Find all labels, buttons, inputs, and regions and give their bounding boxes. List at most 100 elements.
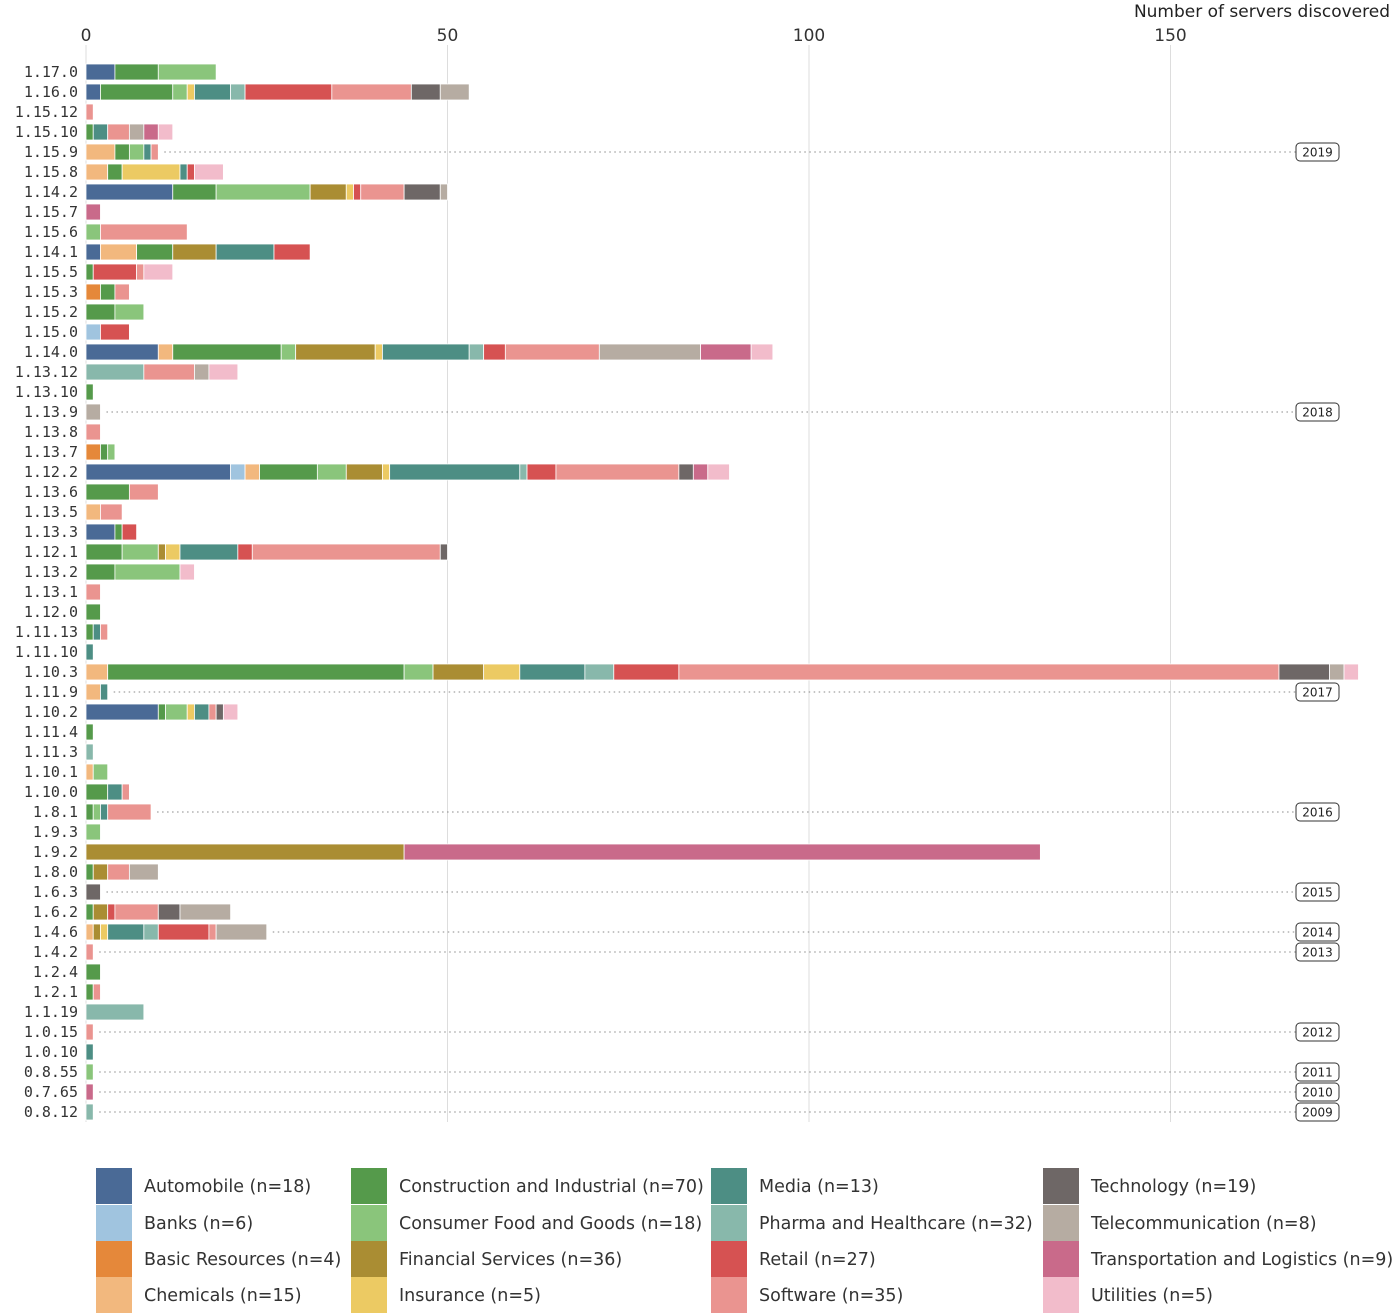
legend-label: Technology (n=19) (1090, 1177, 1256, 1197)
bar-segment: 1.10.3 — Technology (n=19): 7 (1278, 663, 1330, 681)
category-label: 1.15.9 (24, 143, 78, 161)
bar-segment: 1.11.13 — Media (n=13): 1 (92, 623, 101, 641)
legend-swatch (351, 1205, 387, 1241)
bar-segment: 1.15.10 — Transportation and Logistics (… (143, 123, 159, 141)
bar-segment: 1.15.10 — Construction and Industrial (n… (85, 123, 94, 141)
category-label: 1.6.2 (33, 903, 78, 921)
bar-segment: 1.11.13 — Construction and Industrial (n… (85, 623, 94, 641)
bar-segment: 1.13.8 — Software (n=35): 2 (85, 423, 101, 441)
year-badge-label: 2014 (1302, 926, 1333, 940)
bar-segment: 1.13.7 — Consumer Food and Goods (n=18):… (107, 443, 116, 461)
category-label: 0.7.65 (24, 1083, 78, 1101)
legend-swatch (711, 1277, 747, 1313)
bar-segment: 1.8.1 — Consumer Food and Goods (n=18): … (92, 803, 101, 821)
bar-segment: 1.14.2 — Retail (n=27): 1 (353, 183, 362, 201)
bar-segment: 1.10.3 — Telecommunication (n=8): 2 (1329, 663, 1345, 681)
category-label: 1.14.0 (24, 343, 78, 361)
year-badge (1295, 1102, 1340, 1122)
year-badge (1295, 1062, 1340, 1082)
bar-segment: 1.15.2 — Construction and Industrial (n=… (85, 303, 116, 321)
bar-segment: 1.6.2 — Retail (n=27): 1 (107, 903, 116, 921)
bar-segment: 1.15.9 — Construction and Industrial (n=… (114, 143, 130, 161)
category-label: 1.6.3 (33, 883, 78, 901)
bar-segment: 1.14.2 — Telecommunication (n=8): 1 (439, 183, 448, 201)
bar-segment: 1.10.2 — Construction and Industrial (n=… (157, 703, 166, 721)
bar-segment: 1.8.0 — Telecommunication (n=8): 4 (128, 863, 159, 881)
bar-segment: 1.15.6 — Consumer Food and Goods (n=18):… (85, 223, 101, 241)
legend-swatch (711, 1241, 747, 1277)
bar-segment: 1.14.0 — Consumer Food and Goods (n=18):… (280, 343, 297, 361)
bar-segment: 1.12.1 — Retail (n=27): 2 (237, 543, 253, 561)
category-label: 1.15.7 (24, 203, 78, 221)
bar-segment: 1.11.9 — Media (n=13): 1 (100, 683, 109, 701)
bar-segment: 1.9.3 — Consumer Food and Goods (n=18): … (85, 823, 101, 841)
bar-segment: 1.6.3 — Technology (n=19): 2 (85, 883, 101, 901)
legend-label: Insurance (n=5) (399, 1286, 541, 1306)
legend-label: Basic Resources (n=4) (144, 1250, 341, 1270)
bar-segment: 1.13.12 — Telecommunication (n=8): 2 (194, 363, 210, 381)
bar-segment: 1.14.2 — Automobile (n=18): 12 (85, 183, 174, 201)
legend-label: Automobile (n=18) (144, 1177, 311, 1197)
bar-segment: 1.4.2 — Software (n=35): 1 (85, 943, 94, 961)
bar-segment: 1.14.0 — Automobile (n=18): 10 (85, 343, 159, 361)
category-label: 1.13.1 (24, 583, 78, 601)
bar-segment: 1.4.6 — Software (n=35): 1 (208, 923, 217, 941)
category-label: 1.0.10 (24, 1043, 78, 1061)
bar-segment: 1.14.0 — Telecommunication (n=8): 14 (598, 343, 701, 361)
bar-segment: 1.12.1 — Construction and Industrial (n=… (85, 543, 123, 561)
bar-segment: 1.15.5 — Construction and Industrial (n=… (85, 263, 94, 281)
legend-label: Transportation and Logistics (n=9) (1090, 1250, 1393, 1270)
bar-segment: 1.10.3 — Insurance (n=5): 5 (483, 663, 521, 681)
bar-segment: 1.10.1 — Chemicals (n=15): 1 (85, 763, 94, 781)
bar-segment: 1.8.0 — Software (n=35): 3 (107, 863, 130, 881)
legend-label: Telecommunication (n=8) (1090, 1214, 1317, 1234)
category-label: 1.13.5 (24, 503, 78, 521)
category-label: 1.4.2 (33, 943, 78, 961)
category-label: 1.13.8 (24, 423, 78, 441)
bar-segment: 1.14.0 — Insurance (n=5): 1 (374, 343, 383, 361)
bar-segment: 1.10.2 — Consumer Food and Goods (n=18):… (165, 703, 188, 721)
bar-segment: 1.14.2 — Software (n=35): 6 (360, 183, 405, 201)
category-label: 1.2.1 (33, 983, 78, 1001)
bar-segment: 1.12.2 — Utilities (n=5): 3 (707, 463, 730, 481)
bar-segment: 1.2.1 — Software (n=35): 1 (92, 983, 101, 1001)
bar-segment: 1.12.1 — Software (n=35): 26 (251, 543, 441, 561)
bar-segment: 1.9.2 — Financial Services (n=36): 44 (85, 843, 405, 861)
bar-segment: 1.14.2 — Construction and Industrial (n=… (172, 183, 217, 201)
bar-segment: 1.13.6 — Software (n=35): 4 (128, 483, 159, 501)
category-label: 1.15.3 (24, 283, 78, 301)
category-label: 1.0.15 (24, 1023, 78, 1041)
bar-segment: 1.13.12 — Pharma and Healthcare (n=32): … (85, 363, 145, 381)
bar-segment: 1.12.2 — Insurance (n=5): 1 (382, 463, 391, 481)
bar-segment: 1.10.0 — Software (n=35): 1 (121, 783, 130, 801)
bar-segment: 1.12.1 — Financial Services (n=36): 1 (157, 543, 166, 561)
bar-segment: 1.15.10 — Software (n=35): 3 (107, 123, 130, 141)
category-label: 1.15.10 (15, 123, 78, 141)
bar-segment: 1.0.15 — Software (n=35): 1 (85, 1023, 94, 1041)
year-badge-label: 2015 (1302, 886, 1333, 900)
category-label: 1.13.10 (15, 383, 78, 401)
category-labels: 1.17.0 1.16.0 1.15.12 1.15.10 1.15.9 1.15.8 1.… (15, 63, 78, 1121)
bar-segment: 1.15.8 — Retail (n=27): 1 (186, 163, 195, 181)
category-label: 1.11.9 (24, 683, 78, 701)
legend: Automobile (n=18) Banks (n=6) Basic Resour… (96, 1168, 1393, 1313)
category-label: 1.8.0 (33, 863, 78, 881)
bar-segment: 1.4.6 — Telecommunication (n=8): 7 (215, 923, 268, 941)
year-badge-label: 2016 (1302, 806, 1333, 820)
legend-swatch (351, 1241, 387, 1277)
bar-segment: 1.14.1 — Retail (n=27): 5 (273, 243, 311, 261)
category-label: 1.16.0 (24, 83, 78, 101)
year-badge (1295, 402, 1340, 422)
category-label: 1.12.1 (24, 543, 78, 561)
bar-segment: 1.13.12 — Software (n=35): 7 (143, 363, 195, 381)
bar-segment: 1.10.2 — Software (n=35): 1 (208, 703, 217, 721)
legend-swatch (96, 1241, 132, 1277)
category-label: 1.15.12 (15, 103, 78, 121)
bar-segment: 1.15.10 — Utilities (n=5): 2 (157, 123, 174, 141)
bar-segment: 1.15.5 — Retail (n=27): 6 (92, 263, 138, 281)
bar-segment: 1.15.0 — Retail (n=27): 4 (100, 323, 130, 341)
bar-segment: 1.16.0 — Construction and Industrial (n=… (100, 83, 174, 101)
category-label: 1.11.10 (15, 643, 78, 661)
bar-segment: 1.12.2 — Retail (n=27): 4 (526, 463, 557, 481)
bar-segment: 1.14.0 — Chemicals (n=15): 2 (157, 343, 174, 361)
